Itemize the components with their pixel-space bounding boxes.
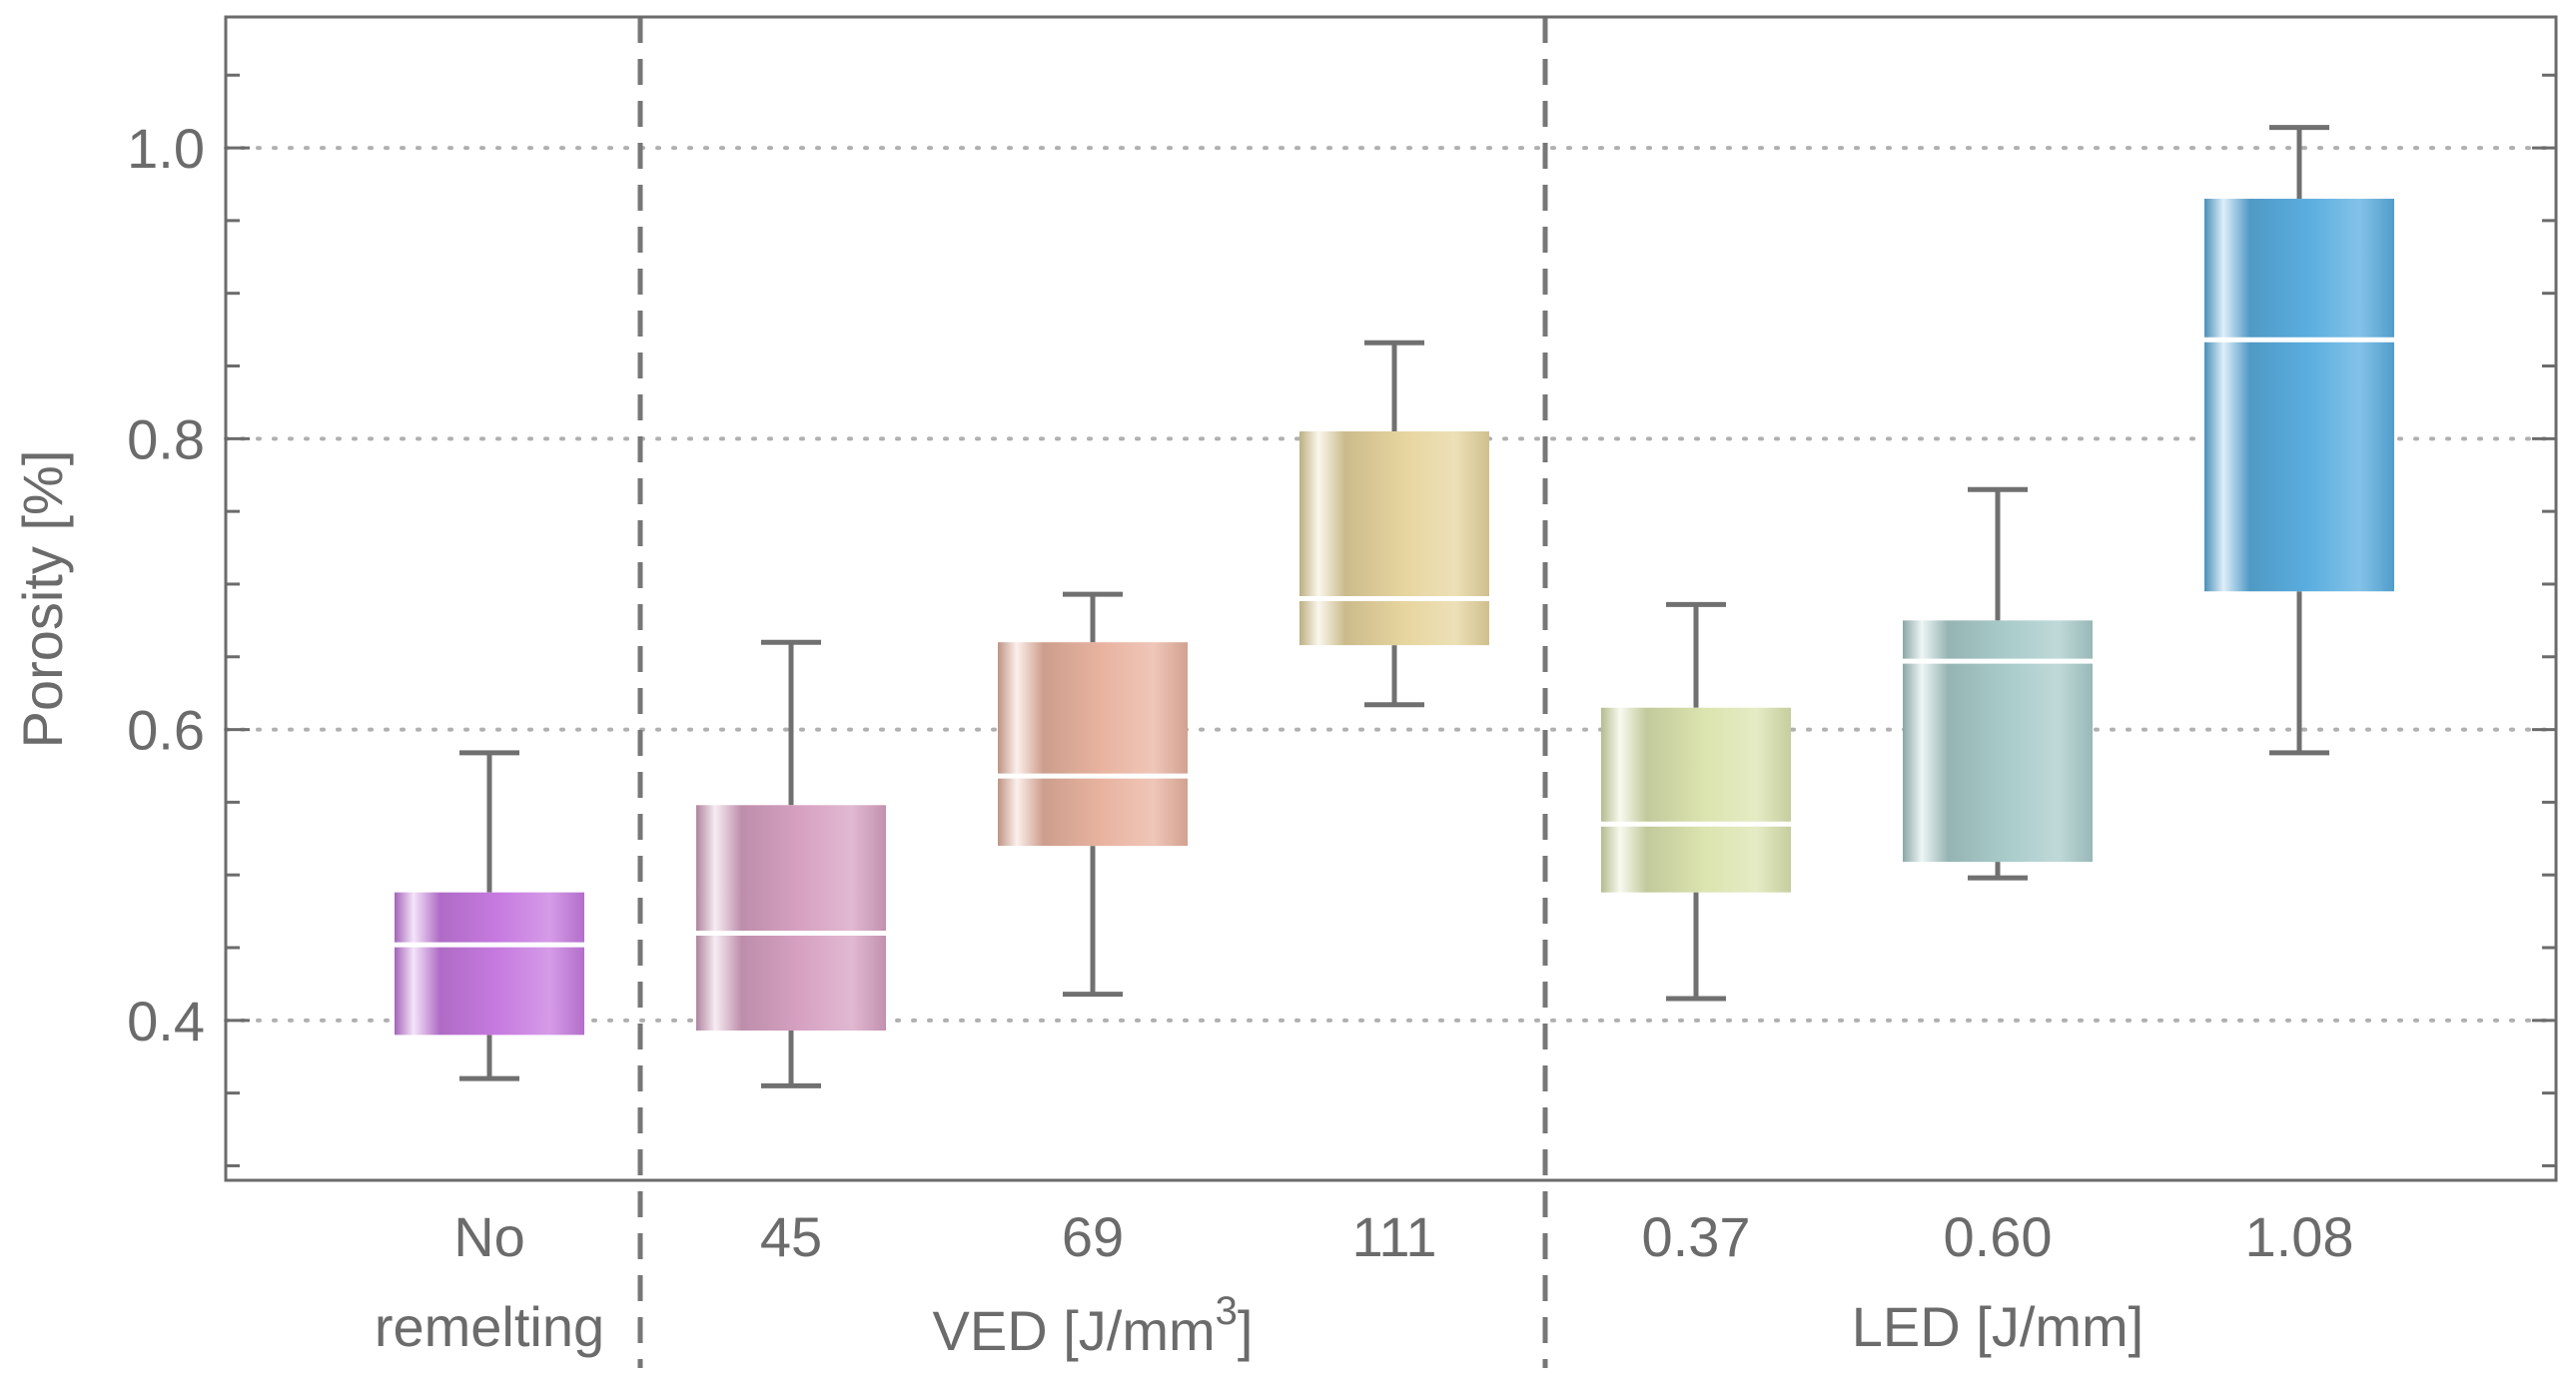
group-separators xyxy=(637,17,1548,1368)
x-tick-label: 111 xyxy=(1351,1205,1436,1268)
box-0-37 xyxy=(1601,601,1791,1002)
y-tick-label: 0.8 xyxy=(127,407,205,470)
x-tick-label: 69 xyxy=(1062,1205,1124,1268)
box-45 xyxy=(696,639,886,1088)
box-body xyxy=(1903,620,2093,863)
box-body xyxy=(998,642,1188,847)
box-1-08 xyxy=(2204,125,2394,756)
axis-ticks xyxy=(226,73,2556,1167)
x-tick-label-line2: remelting xyxy=(375,1295,604,1358)
led-axis-label: LED [J/mm] xyxy=(1852,1295,2144,1358)
x-tick-label: 0.60 xyxy=(1944,1205,2053,1268)
ved-axis-label-sup: 3 xyxy=(1216,1289,1238,1333)
ved-axis-label-tail: ] xyxy=(1238,1299,1254,1362)
box-body xyxy=(2204,199,2394,592)
box-body xyxy=(1601,707,1791,893)
x-tick-label: 0.37 xyxy=(1642,1205,1751,1268)
box-111 xyxy=(1299,340,1489,708)
x-tick-label: No xyxy=(453,1205,525,1268)
box-body xyxy=(395,892,584,1036)
x-tick-label: 1.08 xyxy=(2245,1205,2354,1268)
y-tick-label: 1.0 xyxy=(127,117,205,180)
box-No xyxy=(395,750,584,1081)
box-69 xyxy=(998,591,1188,998)
box-body xyxy=(696,805,886,1032)
y-tick-label: 0.6 xyxy=(127,699,205,762)
box-0-60 xyxy=(1903,486,2093,881)
axis-labels: 0.4 0.6 0.8 1.0 No remelting 45 69 111 0.37 0.60 1.… xyxy=(127,117,2353,1362)
ved-axis-label: VED [J/mm3] xyxy=(933,1289,1254,1362)
y-tick-label: 0.4 xyxy=(127,990,205,1052)
plot-frame xyxy=(224,15,2558,1182)
y-axis-title: Porosity [%] xyxy=(11,450,74,749)
x-tick-label: 45 xyxy=(760,1205,822,1268)
box-body xyxy=(1299,431,1489,646)
boxes xyxy=(395,125,2394,1088)
